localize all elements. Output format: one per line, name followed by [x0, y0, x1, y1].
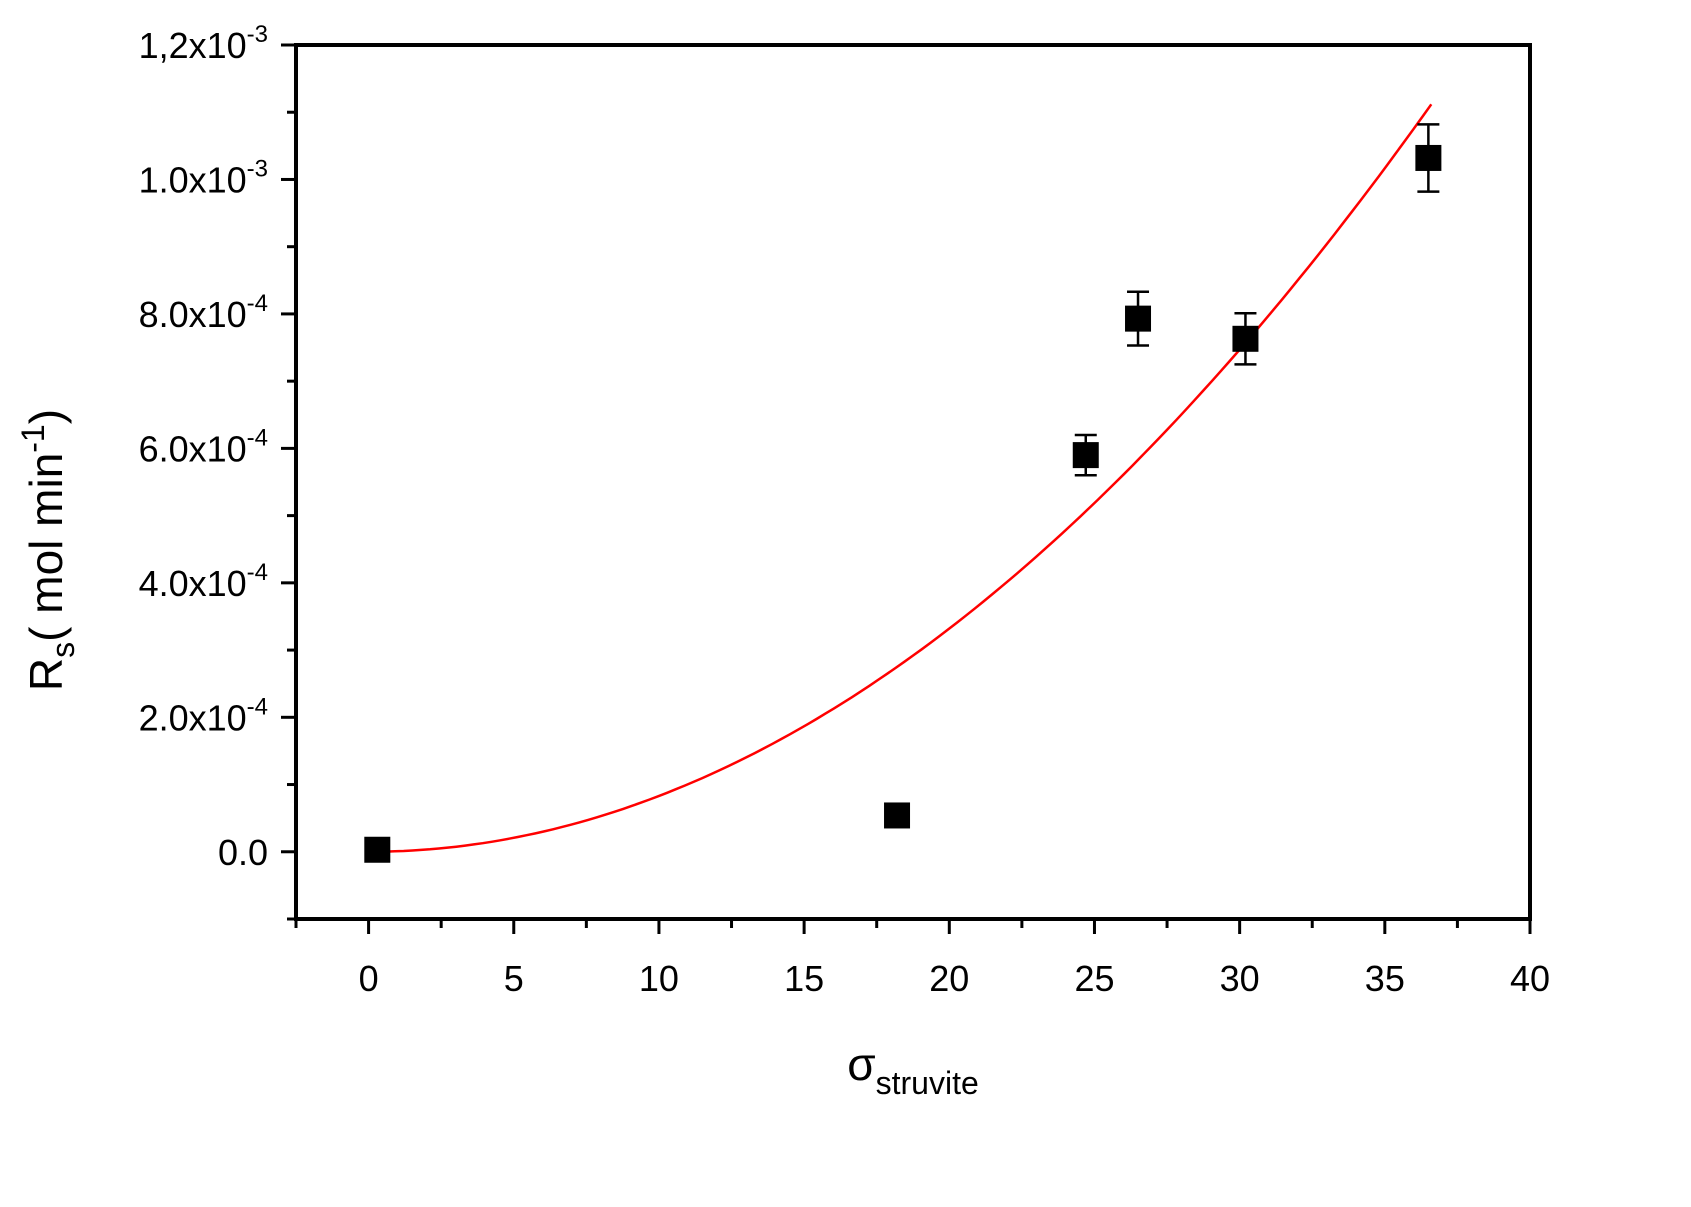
x-axis-title: σstruvite: [847, 1038, 979, 1101]
y-axis-title-unit: ( mol min: [20, 453, 72, 642]
x-tick-label: 30: [1220, 958, 1260, 999]
y-tick-exponent: -4: [247, 693, 268, 720]
x-axis-title-subscript: struvite: [876, 1065, 979, 1101]
data-point: [1125, 305, 1152, 332]
y-tick-label: 2.0x10-4: [139, 693, 268, 738]
x-axis-title-main: σ: [847, 1038, 875, 1090]
x-tick-label: 0: [359, 958, 379, 999]
y-tick-exponent: -3: [247, 21, 268, 48]
x-tick-label: 20: [929, 958, 969, 999]
x-axis: 0 5 10 15 20 25 30 35 40: [294, 919, 1550, 999]
y-tick-mantissa: 2.0x10: [139, 697, 247, 738]
y-tick-mantissa: 4.0x10: [139, 563, 247, 604]
x-tick-label: 25: [1074, 958, 1114, 999]
y-tick-mantissa: 0.0: [218, 832, 268, 873]
data-point: [884, 802, 911, 829]
y-tick-mantissa: 1,2x10: [139, 25, 247, 66]
y-tick-label: 0.0: [218, 832, 268, 873]
y-axis-title-subscript: s: [45, 642, 81, 658]
y-axis-title-superscript: -1: [15, 424, 51, 452]
y-tick-exponent: -3: [247, 155, 268, 182]
y-tick-exponent: -4: [247, 559, 268, 586]
y-tick-exponent: -4: [247, 424, 268, 451]
x-tick-label: 35: [1365, 958, 1405, 999]
y-tick-mantissa: 8.0x10: [139, 294, 247, 335]
y-axis-title-main: R: [20, 658, 72, 691]
data-point: [1415, 144, 1442, 171]
y-tick-label: 1,2x10-3: [139, 21, 268, 66]
plot-frame: [294, 43, 1532, 921]
y-tick-label: 8.0x10-4: [139, 290, 268, 335]
data-point: [364, 836, 391, 863]
data-point: [1072, 442, 1099, 469]
x-tick-label: 40: [1510, 958, 1550, 999]
y-tick-label: 4.0x10-4: [139, 559, 268, 604]
y-tick-mantissa: 6.0x10: [139, 428, 247, 469]
data-point: [1232, 325, 1259, 352]
x-tick-label: 10: [639, 958, 679, 999]
y-axis: 0.02.0x10-44.0x10-46.0x10-48.0x10-41.0x1…: [139, 21, 296, 921]
y-tick-mantissa: 1.0x10: [139, 159, 247, 200]
y-axis-title: Rs( mol min-1): [15, 409, 81, 691]
y-tick-label: 6.0x10-4: [139, 424, 268, 469]
y-tick-label: 1.0x10-3: [139, 155, 268, 200]
fit-curve: [377, 103, 1433, 853]
y-tick-exponent: -4: [247, 290, 268, 317]
x-tick-label: 5: [504, 958, 524, 999]
y-axis-title-close: ): [20, 409, 72, 424]
x-tick-label: 15: [784, 958, 824, 999]
plot-area: [364, 103, 1442, 863]
